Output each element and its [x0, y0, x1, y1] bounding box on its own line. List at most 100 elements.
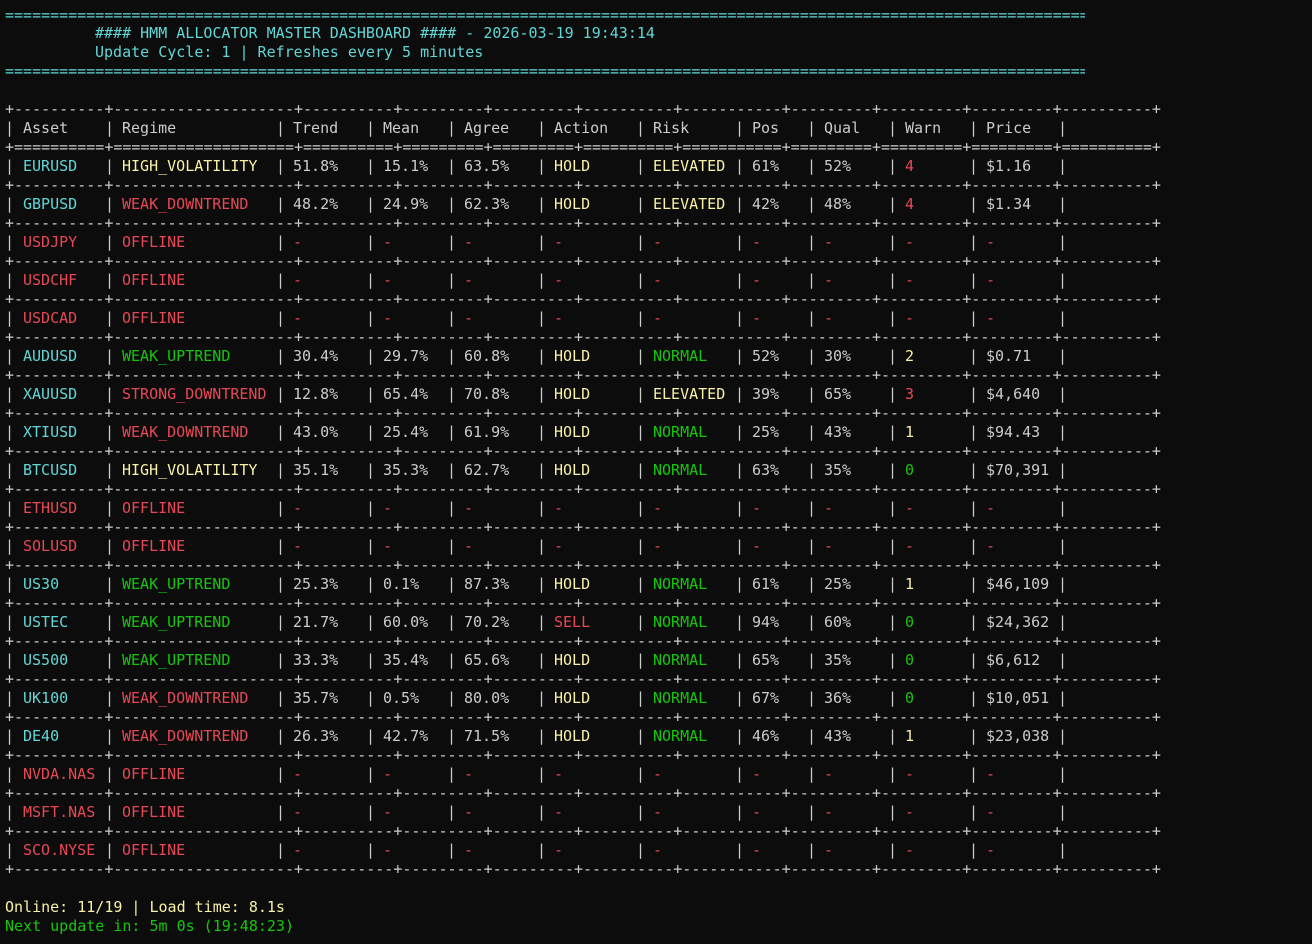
cell-regime: WEAK_DOWNTREND: [122, 195, 249, 213]
column-separator: |: [105, 727, 115, 745]
column-separator: |: [447, 613, 457, 631]
cell-risk: -: [653, 499, 663, 517]
column-header-risk: Risk: [653, 119, 690, 137]
cell-asset: USDCAD: [23, 309, 78, 327]
cell-warn: 4: [905, 195, 915, 213]
column-separator: |: [1058, 575, 1068, 593]
column-separator: |: [888, 157, 898, 175]
cell-mean: 60.0%: [383, 613, 429, 631]
column-separator: |: [888, 803, 898, 821]
column-separator: |: [807, 233, 817, 251]
cell-regime: OFFLINE: [122, 765, 186, 783]
column-separator: |: [807, 575, 817, 593]
cell-mean: -: [383, 841, 393, 859]
column-separator: |: [807, 157, 817, 175]
column-separator: |: [807, 119, 817, 137]
cell-warn: 1: [905, 727, 915, 745]
column-separator: |: [807, 613, 817, 631]
column-separator: |: [1058, 271, 1068, 289]
column-separator: |: [537, 727, 547, 745]
column-separator: |: [969, 613, 979, 631]
cell-price: $94.43: [986, 423, 1041, 441]
column-separator: |: [969, 271, 979, 289]
column-separator: |: [366, 499, 376, 517]
cell-regime: HIGH_VOLATILITY: [122, 157, 258, 175]
cell-pos: -: [752, 803, 762, 821]
column-separator: |: [888, 499, 898, 517]
cell-price: $1.34: [986, 195, 1032, 213]
table-row: | | | | | | | | | | | | USDCAD OFFLINE - - - - - - - - -: [0, 309, 1080, 328]
column-separator: |: [735, 499, 745, 517]
column-separator: |: [735, 119, 745, 137]
cell-mean: 65.4%: [383, 385, 429, 403]
column-separator: |: [105, 423, 115, 441]
column-separator: |: [366, 537, 376, 555]
cell-asset: USDCHF: [23, 271, 78, 289]
column-separator: |: [366, 689, 376, 707]
cell-action: -: [554, 765, 564, 783]
column-separator: |: [1058, 195, 1068, 213]
column-separator: |: [1058, 651, 1068, 669]
column-separator: |: [969, 841, 979, 859]
title-rule-bottom: ========================================…: [5, 62, 1085, 80]
column-separator: |: [366, 347, 376, 365]
table-row: | | | | | | | | | | | | NVDA.NAS OFFLINE - - - - - - - - -: [0, 765, 1080, 784]
column-separator: |: [5, 841, 15, 859]
column-separator: |: [105, 841, 115, 859]
table-row: | | | | | | | | | | | | XTIUSD WEAK_DOWNTREND 43.0% 25.…: [0, 423, 1080, 442]
next-update-status: Next update in: 5m 0s (19:48:23): [5, 917, 294, 935]
table-row-border: +----------+--------------------+-------…: [5, 176, 1161, 194]
cell-action: HOLD: [554, 385, 591, 403]
column-separator: |: [105, 157, 115, 175]
cell-price: $6,612: [986, 651, 1041, 669]
column-separator: |: [888, 423, 898, 441]
column-separator: |: [5, 271, 15, 289]
column-separator: |: [5, 119, 15, 137]
cell-pos: 25%: [752, 423, 780, 441]
cell-risk: -: [653, 271, 663, 289]
cell-agree: 65.6%: [464, 651, 510, 669]
column-separator: |: [636, 385, 646, 403]
column-separator: |: [5, 461, 15, 479]
cell-pos: -: [752, 841, 762, 859]
cell-risk: NORMAL: [653, 651, 708, 669]
table-header-row: | | | | | | | | | | | | Asset Regime Trend Mean Agree Act…: [0, 119, 1080, 138]
cell-mean: -: [383, 803, 393, 821]
column-separator: |: [807, 803, 817, 821]
cell-agree: 62.3%: [464, 195, 510, 213]
column-separator: |: [366, 309, 376, 327]
table-row-border: +----------+--------------------+-------…: [5, 670, 1161, 688]
table-row-border: +----------+--------------------+-------…: [5, 252, 1161, 270]
cell-regime: WEAK_UPTREND: [122, 575, 231, 593]
column-separator: |: [888, 309, 898, 327]
column-separator: |: [5, 385, 15, 403]
cell-qual: 65%: [824, 385, 852, 403]
column-separator: |: [5, 689, 15, 707]
cell-action: HOLD: [554, 689, 591, 707]
cell-mean: -: [383, 309, 393, 327]
table-row-border: +----------+--------------------+-------…: [5, 708, 1161, 726]
table-row: | | | | | | | | | | | | XAUUSD STRONG_DOWNTREND 12.8% 6…: [0, 385, 1080, 404]
column-separator: |: [969, 651, 979, 669]
table-row-border: +----------+--------------------+-------…: [5, 480, 1161, 498]
cell-trend: 21.7%: [293, 613, 339, 631]
column-separator: |: [447, 537, 457, 555]
cell-agree: -: [464, 271, 474, 289]
column-separator: |: [735, 461, 745, 479]
column-separator: |: [969, 385, 979, 403]
cell-price: $1.16: [986, 157, 1032, 175]
column-separator: |: [366, 803, 376, 821]
column-header-mean: Mean: [383, 119, 420, 137]
cell-trend: -: [293, 841, 303, 859]
table-row: | | | | | | | | | | | | AUDUSD WEAK_UPTREND 30.4% 29.7%…: [0, 347, 1080, 366]
table-row-border: +----------+--------------------+-------…: [5, 518, 1161, 536]
column-separator: |: [5, 347, 15, 365]
cell-asset: NVDA.NAS: [23, 765, 96, 783]
cell-trend: -: [293, 765, 303, 783]
column-separator: |: [735, 347, 745, 365]
cell-asset: XTIUSD: [23, 423, 78, 441]
column-separator: |: [735, 689, 745, 707]
column-separator: |: [366, 385, 376, 403]
cell-qual: -: [824, 271, 834, 289]
column-header-regime: Regime: [122, 119, 177, 137]
